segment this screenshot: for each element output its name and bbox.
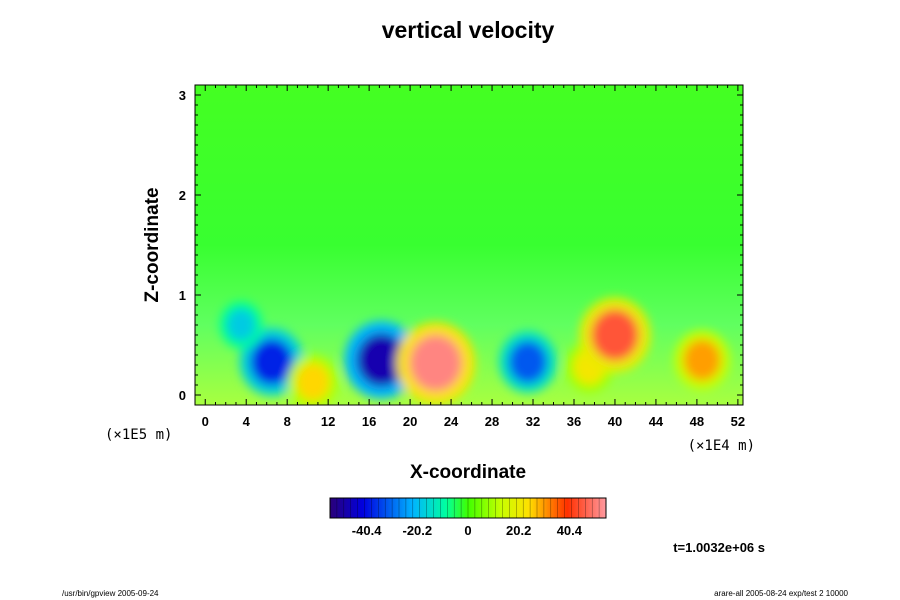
field-features <box>219 297 730 405</box>
colorbar-tick-label: 0 <box>464 523 471 538</box>
colorbar-ticks: -40.4 -20.2 0 20.2 40.4 <box>336 498 600 538</box>
colorbar-tick-label: 40.4 <box>557 523 583 538</box>
x-tick-label: 4 <box>243 414 251 429</box>
y-axis-label: Z-coordinate <box>142 187 163 302</box>
x-tick-label: 24 <box>444 414 459 429</box>
y-ticks: 0 1 2 3 <box>179 88 743 403</box>
x-tick-label: 28 <box>485 414 499 429</box>
x-tick-label: 32 <box>526 414 540 429</box>
y-tick-label: 1 <box>179 288 186 303</box>
colorbar-tick-label: -40.4 <box>352 523 382 538</box>
x-tick-label: 36 <box>567 414 581 429</box>
feature-core <box>409 334 462 392</box>
feature-core <box>591 309 639 361</box>
footer-left: /usr/bin/gpview 2005-09-24 <box>62 589 159 598</box>
x-tick-label: 8 <box>284 414 291 429</box>
x-tick-label: 20 <box>403 414 417 429</box>
x-axis-label: X-coordinate <box>410 462 526 483</box>
feature-core <box>226 308 256 342</box>
x-tick-label: 40 <box>608 414 622 429</box>
feature-core <box>356 333 407 387</box>
z-unit-label: (×1E5 m) <box>105 427 172 443</box>
feature-core <box>250 338 294 386</box>
x-tick-label: 12 <box>321 414 335 429</box>
x-tick-label: 16 <box>362 414 376 429</box>
x-unit-label: (×1E4 m) <box>688 438 755 454</box>
x-tick-label: 0 <box>202 414 209 429</box>
x-tick-label: 48 <box>690 414 704 429</box>
chart-title: vertical velocity <box>382 17 555 43</box>
footer-right: arare-all 2005-08-24 exp/test 2 10000 <box>714 589 848 598</box>
colorbar-tick-label: 20.2 <box>506 523 531 538</box>
feature-core <box>683 339 721 381</box>
x-tick-label: 44 <box>649 414 664 429</box>
y-tick-label: 3 <box>179 88 186 103</box>
x-tick-label: 52 <box>731 414 745 429</box>
feature-core <box>508 340 548 384</box>
x-ticks: 0 4 8 12 16 20 24 28 32 36 40 44 48 52 <box>194 85 745 429</box>
colorbar-tick-label: -20.2 <box>402 523 432 538</box>
colorbar: -40.4 -20.2 0 20.2 40.4 <box>329 497 607 538</box>
y-tick-label: 2 <box>179 188 186 203</box>
y-tick-label: 0 <box>179 388 186 403</box>
feature-core <box>296 363 330 401</box>
time-label: t=1.0032e+06 s <box>673 540 765 555</box>
